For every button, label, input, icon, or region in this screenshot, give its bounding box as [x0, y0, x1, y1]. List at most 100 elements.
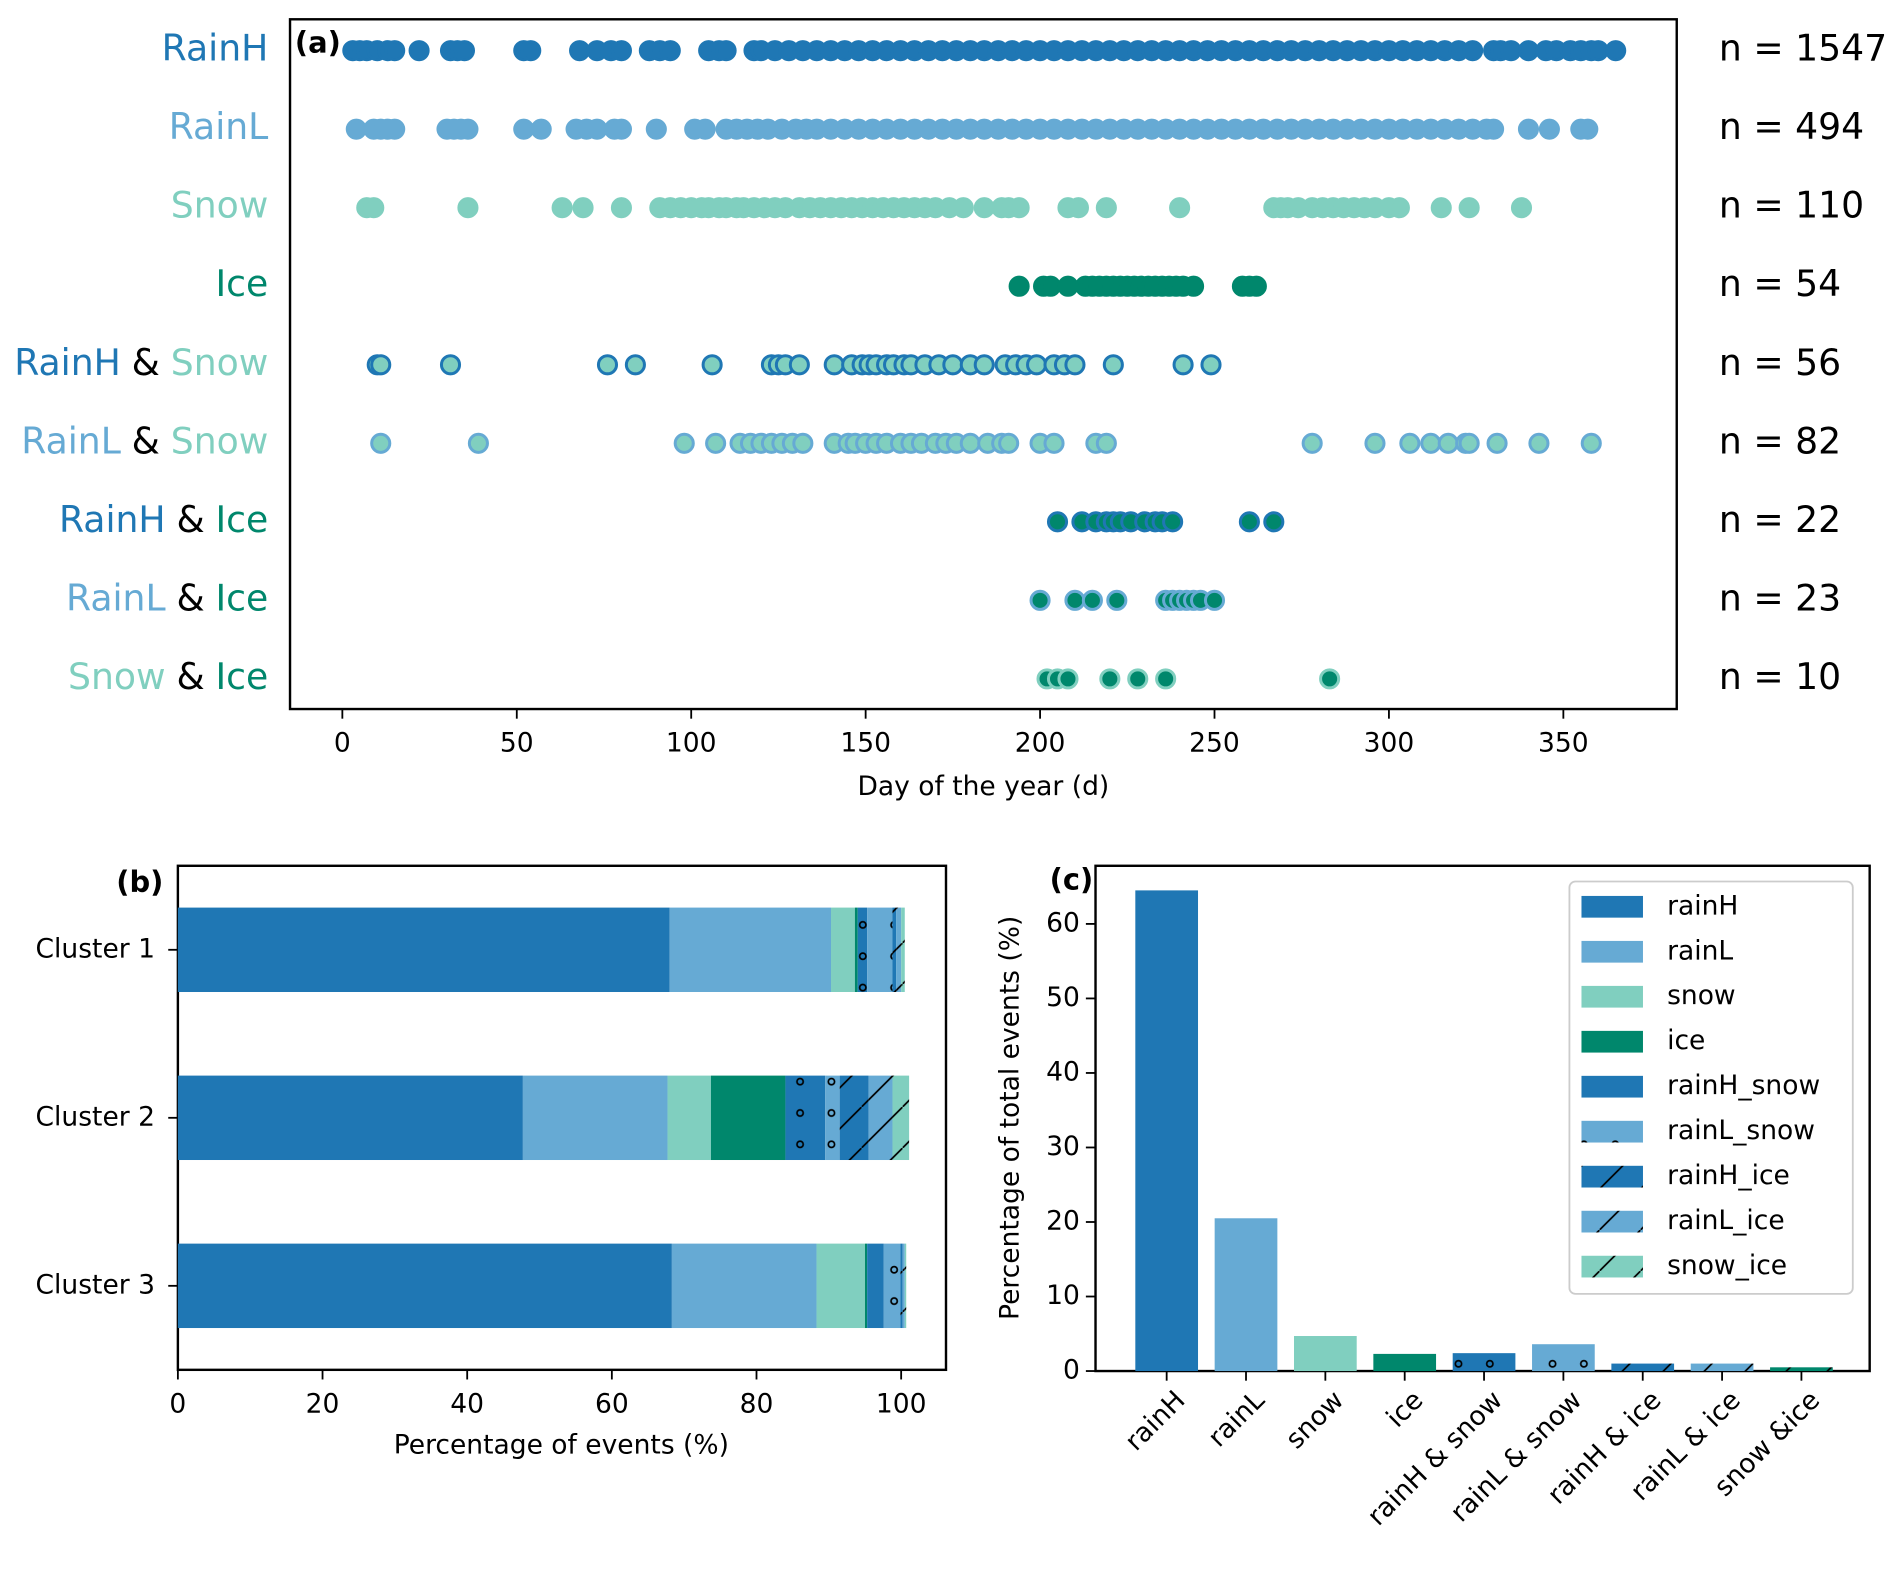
- bar-segment: [710, 1075, 786, 1161]
- row-label: RainL & Snow: [21, 419, 268, 462]
- event-point: [1102, 354, 1124, 376]
- bar-segment: [896, 907, 902, 993]
- event-point: [645, 118, 667, 140]
- event-point: [1095, 432, 1117, 454]
- legend-label: rainH: [1667, 890, 1738, 921]
- bar-segment: [839, 1075, 869, 1161]
- x-tick-label: 60: [595, 1388, 629, 1419]
- bar: [1532, 1344, 1595, 1372]
- event-point: [1577, 118, 1599, 140]
- event-point: [384, 40, 406, 62]
- x-tick-label: 350: [1538, 728, 1589, 759]
- event-point: [513, 118, 535, 140]
- event-point: [1057, 668, 1079, 690]
- event-point: [1430, 197, 1452, 219]
- row-label-part: &: [132, 341, 160, 384]
- bar-segment: [671, 1243, 817, 1329]
- bar-segment: [522, 1075, 668, 1161]
- y-tick-label: Cluster 1: [36, 933, 155, 964]
- y-tick-label: 10: [1046, 1280, 1080, 1311]
- y-tick-label: 30: [1046, 1131, 1080, 1162]
- event-point: [457, 118, 479, 140]
- bar-segment: [883, 1243, 901, 1329]
- bar-segment: [667, 1075, 711, 1161]
- x-tick-label: 100: [876, 1388, 927, 1419]
- x-tick-label: 50: [500, 728, 534, 759]
- x-tick-label: rainH: [1119, 1385, 1191, 1457]
- event-point: [1528, 432, 1550, 454]
- count-label: n = 1547: [1719, 27, 1887, 70]
- row-label: RainH & Snow: [14, 341, 268, 384]
- row-label-part: &: [176, 498, 204, 541]
- legend-swatch: [1581, 895, 1643, 918]
- event-point: [1458, 197, 1480, 219]
- event-point: [1364, 432, 1386, 454]
- event-point: [1462, 40, 1484, 62]
- event-point: [788, 354, 810, 376]
- event-point: [1008, 275, 1030, 297]
- bar-segment: [867, 1243, 884, 1329]
- row-label: Snow & Ice: [68, 655, 268, 698]
- event-point: [1486, 432, 1508, 454]
- event-point: [467, 432, 489, 454]
- event-point: [1172, 354, 1194, 376]
- event-point: [959, 432, 981, 454]
- x-tick-label: 200: [1015, 728, 1066, 759]
- x-tick-label: 80: [740, 1388, 774, 1419]
- x-tick-label: 0: [169, 1388, 186, 1419]
- y-tick-label: 40: [1046, 1056, 1080, 1087]
- event-point: [370, 432, 392, 454]
- event-point: [610, 118, 632, 140]
- bar-segment: [901, 907, 905, 993]
- row-label: Ice: [216, 262, 269, 305]
- event-point: [1458, 432, 1480, 454]
- event-point: [1026, 354, 1048, 376]
- legend-swatch: [1581, 1210, 1643, 1233]
- event-point: [453, 40, 476, 62]
- x-tick-label: rainH & snow: [1361, 1385, 1508, 1532]
- y-axis-label: Percentage of total events (%): [995, 916, 1026, 1320]
- bar-segment: [892, 907, 897, 993]
- bar: [1611, 1363, 1675, 1372]
- row-label-part: Snow: [171, 419, 269, 462]
- y-tick-label: Cluster 2: [36, 1101, 155, 1132]
- y-tick-label: Cluster 3: [36, 1269, 155, 1300]
- panel-a-frame: [288, 18, 1678, 711]
- event-point: [1500, 40, 1522, 62]
- bar: [1690, 1363, 1754, 1372]
- row-label-part: Snow: [68, 655, 166, 698]
- bar-segment: [900, 1243, 903, 1329]
- event-point: [384, 118, 406, 140]
- count-label: n = 82: [1719, 419, 1841, 462]
- count-label: n = 23: [1719, 576, 1841, 619]
- event-point: [1388, 197, 1410, 219]
- event-point: [998, 432, 1020, 454]
- bar-segment: [867, 907, 893, 993]
- row-label-part: Snow: [171, 184, 269, 227]
- legend-label: snow: [1667, 980, 1736, 1011]
- row-label-part: RainH: [14, 341, 121, 384]
- event-point: [1517, 118, 1540, 140]
- bar-segment: [857, 907, 868, 993]
- row-label-part: Ice: [216, 498, 269, 541]
- event-point: [1064, 354, 1086, 376]
- event-point: [694, 118, 716, 140]
- event-point: [973, 197, 995, 219]
- event-point: [701, 354, 723, 376]
- bar: [1214, 1218, 1278, 1372]
- bar-segment: [904, 1243, 907, 1329]
- event-point: [370, 354, 392, 376]
- event-point: [1127, 668, 1149, 690]
- event-point: [596, 354, 619, 376]
- event-point: [1399, 432, 1421, 454]
- bar-segment: [177, 1075, 523, 1161]
- row-label: RainL & Ice: [66, 576, 268, 619]
- event-point: [1538, 118, 1560, 140]
- legend-swatch: [1581, 1255, 1643, 1278]
- event-point: [1319, 668, 1341, 690]
- row-label-part: Snow: [171, 341, 269, 384]
- panel-title: (b): [116, 865, 163, 899]
- event-point: [530, 118, 552, 140]
- bar-segment: [816, 1243, 865, 1329]
- event-point: [363, 197, 385, 219]
